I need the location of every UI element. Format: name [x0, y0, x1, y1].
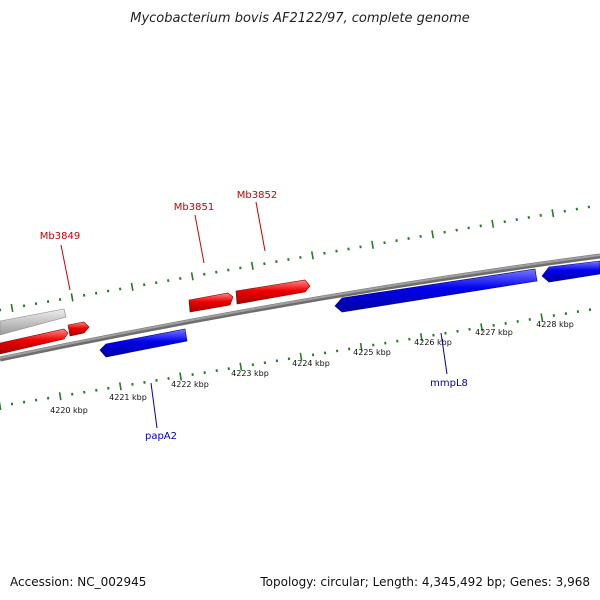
major-tick — [239, 362, 243, 371]
forward-tick-track — [0, 205, 591, 312]
gene-label-mmpl8[interactable]: mmpL8 — [430, 378, 468, 389]
major-tick — [10, 303, 14, 312]
reverse-gene[interactable] — [99, 328, 188, 358]
genome-summary-text: Topology: circular; Length: 4,345,492 bp… — [259, 575, 590, 589]
major-tick — [371, 240, 375, 249]
gene-leader-lines — [60, 201, 448, 429]
major-tick — [0, 401, 2, 411]
forward-genes — [0, 279, 311, 355]
major-tick — [70, 293, 74, 302]
major-tick — [179, 372, 183, 381]
major-tick — [551, 209, 555, 218]
reverse-gene[interactable] — [334, 268, 538, 313]
forward-gene[interactable] — [235, 279, 311, 305]
gene-label-mb3849[interactable]: Mb3849 — [40, 231, 80, 242]
map-title: Mycobacterium bovis AF2122/97, complete … — [130, 11, 469, 26]
genome-backbone — [0, 253, 600, 362]
major-tick — [540, 313, 544, 322]
scale-label: 4228 kbp — [536, 320, 574, 329]
major-tick — [480, 323, 484, 332]
reverse-genes — [99, 260, 600, 358]
scale-label: 4225 kbp — [353, 348, 391, 357]
scale-label: 4220 kbp — [50, 406, 88, 415]
major-tick — [359, 342, 363, 352]
major-tick — [419, 333, 423, 342]
gene-label-mb3851[interactable]: Mb3851 — [174, 202, 214, 213]
gray-feature[interactable] — [0, 308, 67, 336]
scale-label: 4222 kbp — [171, 380, 209, 389]
scale-label: 4227 kbp — [475, 328, 513, 337]
gene-labels: Mb3849 Mb3851 Mb3852 papA2 mmpL8 — [40, 190, 468, 442]
gene-label-papa2[interactable]: papA2 — [145, 431, 177, 442]
major-tick — [491, 219, 495, 228]
forward-gene[interactable] — [67, 321, 90, 337]
major-tick — [431, 230, 435, 239]
major-tick — [190, 272, 194, 281]
scale-label: 4221 kbp — [109, 393, 147, 402]
reverse-gene[interactable] — [541, 260, 600, 283]
major-tick — [130, 282, 134, 291]
major-tick — [299, 352, 303, 361]
scale-labels: 4220 kbp 4221 kbp 4222 kbp 4223 kbp 4224… — [50, 320, 574, 415]
major-tick — [310, 251, 314, 260]
scale-label: 4226 kbp — [414, 338, 452, 347]
scale-label: 4224 kbp — [292, 359, 330, 368]
major-tick — [58, 392, 62, 401]
major-tick — [118, 382, 122, 391]
accession-text: Accession: NC_002945 — [10, 575, 146, 589]
scale-label: 4223 kbp — [231, 369, 269, 378]
reverse-tick-track — [0, 308, 592, 411]
gene-label-mb3852[interactable]: Mb3852 — [237, 190, 277, 201]
forward-gene[interactable] — [0, 328, 69, 355]
forward-gene[interactable] — [188, 292, 234, 313]
major-tick — [250, 261, 254, 270]
